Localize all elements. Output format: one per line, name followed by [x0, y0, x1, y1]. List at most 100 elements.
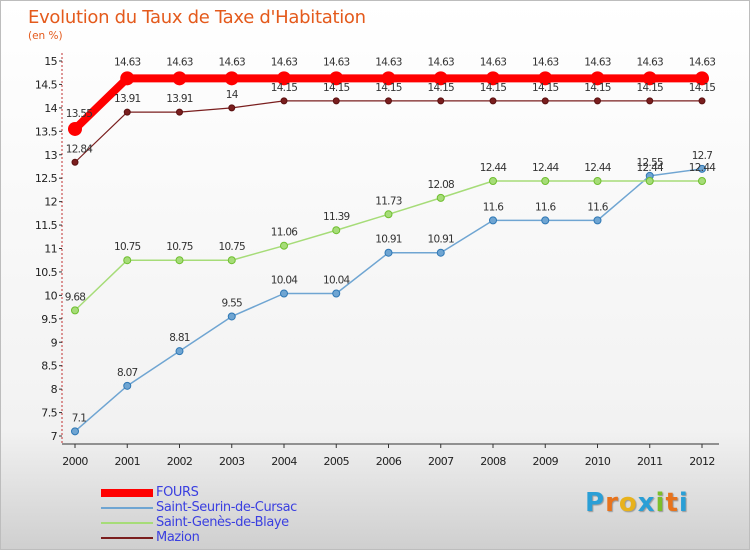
- data-point-fours: [120, 71, 135, 86]
- data-label-mazion: 14.15: [427, 82, 454, 94]
- data-point-fours: [590, 71, 605, 86]
- data-point-fours: [172, 71, 187, 86]
- y-tick-label: 15: [44, 55, 57, 68]
- y-tick-label: 12.5: [35, 172, 58, 185]
- data-point-saint-genes-de-blaye: [332, 226, 341, 235]
- data-label-fours: 14.63: [427, 56, 454, 68]
- series-line-mazion: [74, 100, 702, 163]
- data-point-saint-genes-de-blaye: [645, 177, 654, 185]
- chart-title: Evolution du Taux de Taxe d'Habitation: [28, 7, 366, 28]
- data-point-fours: [695, 71, 709, 86]
- data-label-saint-seurin-de-cursac: 7.1: [72, 412, 87, 424]
- data-label-saint-genes-de-blaye: 10.75: [218, 241, 245, 253]
- y-tick-label: 8.5: [41, 360, 57, 373]
- axes: 7 7.5 8 8.5 9 9.5 10 10.5 11 11.5 12 12.5 13 13.5 14 14…: [35, 53, 719, 468]
- data-point-mazion: [541, 97, 549, 105]
- data-point-saint-seurin-de-cursac: [436, 248, 445, 257]
- x-tick-label: 2003: [219, 455, 245, 468]
- x-tick-label: 2004: [271, 455, 297, 468]
- data-label-saint-seurin-de-cursac: 11.6: [587, 201, 609, 213]
- data-point-saint-genes-de-blaye: [489, 177, 497, 185]
- data-point-saint-seurin-de-cursac: [698, 164, 706, 173]
- data-label-saint-genes-de-blaye: 9.68: [65, 291, 86, 303]
- data-label-saint-seurin-de-cursac: 12.55: [636, 157, 663, 169]
- data-label-mazion: 14.15: [271, 82, 298, 94]
- data-point-saint-genes-de-blaye: [280, 241, 288, 250]
- legend-label: Mazion: [156, 530, 200, 545]
- x-tick-label: 2011: [637, 455, 663, 468]
- x-tick-label: 2000: [62, 455, 88, 468]
- data-point-mazion: [489, 97, 497, 105]
- data-point-mazion: [385, 97, 392, 105]
- y-tick-label: 13: [44, 149, 57, 162]
- data-label-saint-seurin-de-cursac: 10.91: [375, 234, 402, 246]
- data-label-mazion: 14.15: [532, 82, 559, 94]
- data-point-mazion: [332, 97, 340, 105]
- data-label-saint-seurin-de-cursac: 8.07: [117, 367, 138, 379]
- data-label-saint-genes-de-blaye: 12.44: [689, 162, 717, 174]
- data-label-mazion: 12.84: [66, 143, 94, 155]
- data-label-saint-genes-de-blaye: 12.08: [427, 179, 454, 191]
- data-label-saint-seurin-de-cursac: 11.6: [483, 201, 505, 213]
- legend-label: Saint-Seurin-de-Cursac: [156, 500, 297, 515]
- data-label-fours: 14.63: [114, 56, 141, 68]
- data-label-fours: 14.63: [271, 56, 298, 68]
- series-points: [68, 71, 709, 436]
- x-tick-label: 2008: [480, 455, 506, 468]
- data-label-saint-genes-de-blaye: 11.39: [323, 211, 350, 223]
- proxiti-logo: Proxiti: [585, 488, 689, 518]
- data-label-fours: 14.63: [689, 56, 716, 68]
- data-point-fours: [329, 71, 344, 86]
- data-label-fours: 14.63: [375, 56, 402, 68]
- data-label-fours: 14.63: [584, 56, 611, 68]
- y-tick-label: 12: [44, 196, 57, 209]
- data-point-fours: [486, 71, 500, 86]
- data-point-mazion: [280, 97, 288, 105]
- data-label-mazion: 14.15: [636, 82, 663, 94]
- logo-letter: t: [665, 488, 679, 518]
- chart-subtitle: (en %): [28, 30, 63, 42]
- data-label-saint-seurin-de-cursac: 11.6: [535, 201, 557, 213]
- y-tick-label: 10.5: [35, 266, 58, 279]
- data-point-saint-seurin-de-cursac: [384, 248, 393, 257]
- y-tick-label: 7.5: [41, 407, 57, 420]
- x-tick-label: 2006: [376, 455, 402, 468]
- data-label-mazion: 14.15: [584, 82, 611, 94]
- legend-label: Saint-Genès-de-Blaye: [156, 515, 289, 530]
- data-point-saint-seurin-de-cursac: [489, 216, 497, 225]
- data-point-mazion: [437, 97, 445, 105]
- y-tick-label: 8: [51, 383, 58, 396]
- data-label-mazion: 14.15: [689, 82, 716, 94]
- data-label-saint-genes-de-blaye: 12.44: [636, 162, 664, 174]
- series-labels: 13.55 14.63 14.63 14.63 14.63 14.63 14.63 14.63…: [65, 56, 717, 424]
- data-point-saint-genes-de-blaye: [593, 177, 602, 185]
- data-label-mazion: 14.15: [480, 82, 507, 94]
- y-tick-label: 11: [44, 243, 57, 256]
- data-point-saint-seurin-de-cursac: [71, 427, 79, 436]
- data-label-fours: 14.63: [218, 56, 245, 68]
- data-label-saint-genes-de-blaye: 11.73: [375, 195, 402, 207]
- data-point-saint-seurin-de-cursac: [123, 381, 132, 390]
- x-tick-label: 2005: [323, 455, 349, 468]
- data-label-fours: 14.63: [532, 56, 559, 68]
- logo-letter: i: [655, 488, 666, 518]
- x-tick-label: 2010: [585, 455, 611, 468]
- legend-swatch-saint-seurin: [101, 507, 153, 509]
- logo-letter: i: [678, 488, 689, 518]
- y-tick-label: 14: [44, 102, 57, 115]
- data-label-mazion: 13.91: [114, 93, 141, 105]
- data-label-fours: 14.63: [323, 56, 350, 68]
- data-point-fours: [277, 71, 291, 86]
- data-label-saint-seurin-de-cursac: 10.04: [271, 275, 299, 287]
- legend-swatch-saint-genes: [101, 522, 153, 524]
- data-point-fours: [642, 71, 657, 86]
- data-point-mazion: [71, 158, 79, 166]
- data-label-saint-genes-de-blaye: 12.44: [584, 162, 612, 174]
- data-point-fours: [381, 71, 396, 86]
- data-label-fours: 13.55: [66, 108, 93, 120]
- data-label-saint-genes-de-blaye: 10.75: [114, 241, 141, 253]
- data-point-saint-seurin-de-cursac: [280, 289, 288, 298]
- data-label-saint-genes-de-blaye: 12.44: [532, 162, 560, 174]
- data-point-saint-seurin-de-cursac: [332, 289, 341, 298]
